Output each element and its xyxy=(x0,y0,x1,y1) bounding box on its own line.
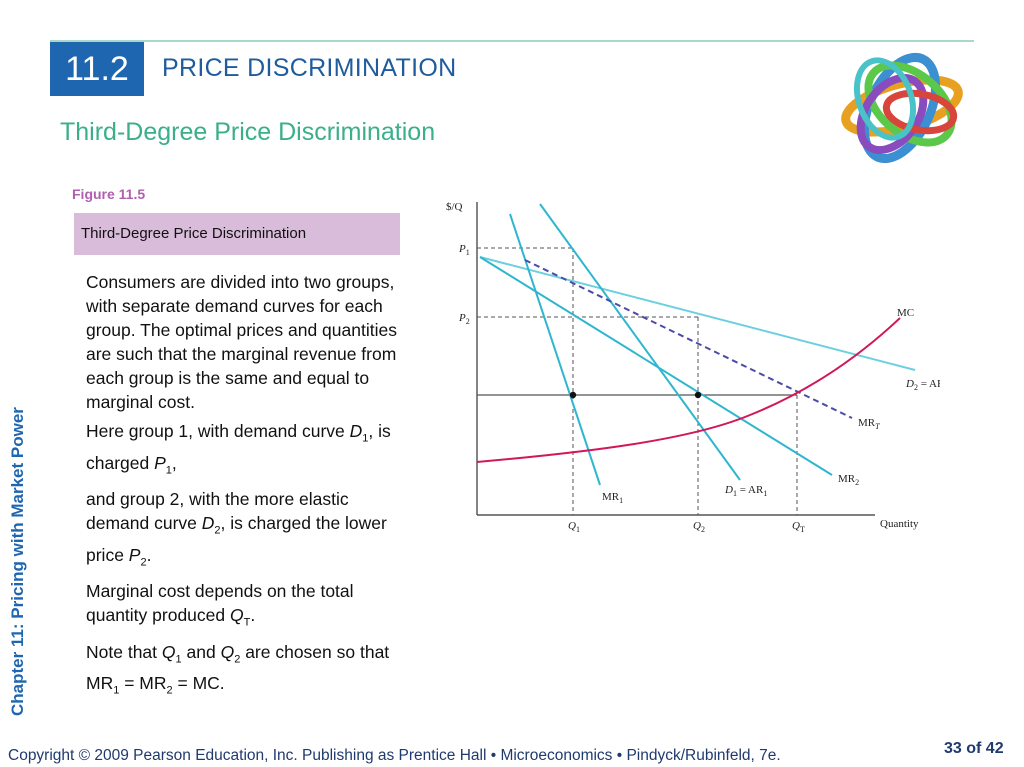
x-axis-label: Quantity xyxy=(880,518,919,530)
q2-label: Q2 xyxy=(693,520,705,534)
q1-label: Q1 xyxy=(568,520,580,534)
figure-title: Third-Degree Price Discrimination xyxy=(74,213,400,255)
rings-logo-icon xyxy=(841,52,963,164)
qt-label: QT xyxy=(792,520,805,534)
figure-label: Figure 11.5 xyxy=(72,186,146,202)
mr2-mc-point xyxy=(694,391,702,399)
paragraph-group1: Here group 1, with demand curve D1, is c… xyxy=(86,421,391,476)
paragraph-note: Note that Q1 and Q2 are chosen so that M… xyxy=(86,641,390,697)
page-number: 33 of 42 xyxy=(944,740,1004,757)
slide-title: Third-Degree Price Discrimination xyxy=(60,118,436,146)
mr1-label: MR1 xyxy=(602,491,623,505)
d2-curve xyxy=(479,256,916,371)
chapter-side-label: Chapter 11: Pricing with Market Power xyxy=(8,407,27,716)
price-discrimination-diagram: $/Q Quantity P1 P2 Q1 Q2 QT MC D2 = AR2 … xyxy=(446,201,940,534)
header-rule xyxy=(50,40,974,42)
y-axis-label: $/Q xyxy=(446,201,463,213)
paragraph-group2: and group 2, with the more elastic deman… xyxy=(86,489,387,568)
mr1-mc-point xyxy=(569,391,577,399)
d2-label: D2 = AR2 xyxy=(905,378,940,392)
mr2-label: MR2 xyxy=(838,473,859,487)
p1-label: P1 xyxy=(458,243,470,257)
p2-label: P2 xyxy=(458,312,470,326)
copyright-footer: Copyright © 2009 Pearson Education, Inc.… xyxy=(8,747,781,764)
explanation-text: Consumers are divided into two groups, w… xyxy=(86,270,406,708)
d1-curve xyxy=(539,203,741,481)
mc-label: MC xyxy=(897,307,914,319)
paragraph-marginal-cost: Marginal cost depends on the total quant… xyxy=(86,581,354,629)
mr2-curve xyxy=(479,256,833,476)
section-number: 11.2 xyxy=(50,42,144,96)
mr1-curve xyxy=(509,213,601,486)
paragraph-groups: Consumers are divided into two groups, w… xyxy=(86,272,397,412)
mrt-label: MRT xyxy=(858,417,880,431)
mc-curve xyxy=(476,317,901,463)
section-title: PRICE DISCRIMINATION xyxy=(162,54,457,82)
d1-label: D1 = AR1 xyxy=(724,484,767,498)
